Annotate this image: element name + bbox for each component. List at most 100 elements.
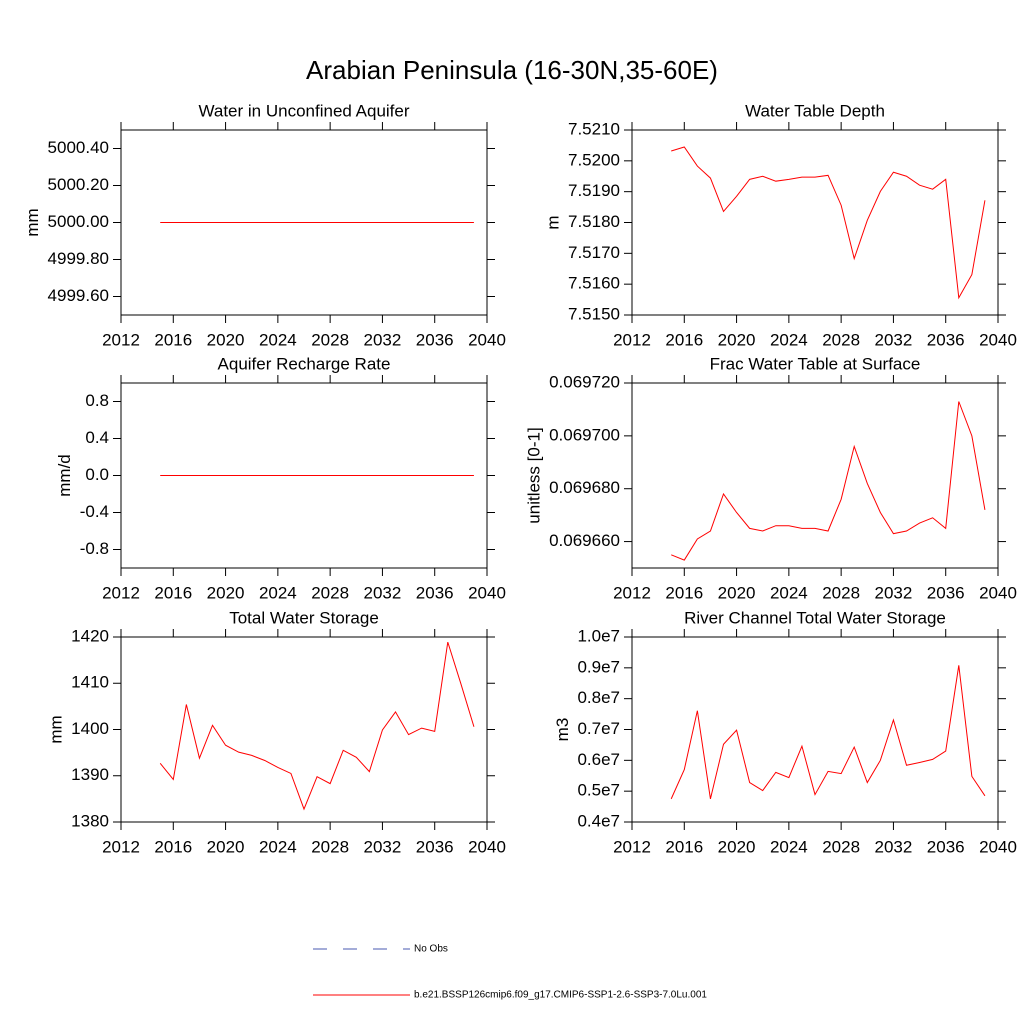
x-tick-label: 2016 [154, 837, 192, 856]
y-tick-label: 0.0 [85, 465, 109, 484]
x-tick-label: 2020 [718, 583, 756, 602]
x-tick-label: 2032 [875, 583, 913, 602]
panel: Water Table Depth 7.5150 7.5160 7.5170 7.518… [543, 101, 1016, 349]
y-tick-label: 0.069680 [549, 478, 620, 497]
x-tick-label: 2040 [979, 837, 1017, 856]
y-tick-label: 7.5190 [568, 181, 620, 200]
y-tick-label: -0.8 [80, 539, 109, 558]
x-tick-label: 2012 [102, 837, 140, 856]
x-tick-label: 2024 [259, 583, 297, 602]
y-tick-label: 0.5e7 [577, 781, 620, 800]
x-tick-label: 2036 [927, 583, 965, 602]
x-tick-label: 2024 [259, 330, 297, 349]
panel: River Channel Total Water Storage 0.4e7 0.… [553, 608, 1017, 856]
y-tick-label: 7.5200 [568, 150, 620, 169]
x-tick-label: 2040 [468, 330, 506, 349]
panel-title: Frac Water Table at Surface [710, 354, 921, 373]
panel: Water in Unconfined Aquifer 4999.60 4999.8… [23, 101, 506, 349]
y-axis-label: unitless [0-1] [525, 427, 544, 523]
x-tick-label: 2032 [364, 583, 402, 602]
x-tick-label: 2012 [613, 330, 651, 349]
x-tick-label: 2016 [665, 330, 703, 349]
panel: Frac Water Table at Surface 0.069660 0.069… [525, 354, 1017, 602]
x-tick-label: 2024 [259, 837, 297, 856]
x-tick-label: 2040 [979, 583, 1017, 602]
x-tick-label: 2036 [927, 837, 965, 856]
y-tick-label: 0.069720 [549, 372, 620, 391]
x-tick-label: 2028 [311, 837, 349, 856]
figure-title: Arabian Peninsula (16-30N,35-60E) [306, 55, 718, 85]
x-tick-label: 2020 [207, 837, 245, 856]
y-axis-label: mm [47, 715, 66, 743]
x-tick-label: 2036 [416, 583, 454, 602]
x-tick-label: 2040 [468, 837, 506, 856]
x-tick-label: 2016 [665, 837, 703, 856]
y-axis-label: m3 [553, 718, 572, 742]
y-axis-label: mm [23, 208, 42, 236]
plot-frame [631, 382, 999, 569]
y-axis-label: m [543, 215, 562, 229]
x-tick-label: 2024 [770, 330, 808, 349]
x-tick-label: 2036 [416, 330, 454, 349]
x-tick-label: 2016 [154, 330, 192, 349]
x-tick-label: 2040 [468, 583, 506, 602]
x-tick-label: 2020 [207, 583, 245, 602]
panel: Aquifer Recharge Rate -0.8 -0.4 0.0 0.4 0.8 20… [55, 354, 506, 602]
x-tick-label: 2016 [665, 583, 703, 602]
y-tick-label: 7.5180 [568, 212, 620, 231]
y-tick-label: -0.4 [80, 502, 109, 521]
x-tick-label: 2024 [770, 837, 808, 856]
legend-label: No Obs [414, 944, 448, 955]
x-tick-label: 2028 [822, 837, 860, 856]
x-tick-label: 2028 [311, 330, 349, 349]
data-line [671, 146, 986, 300]
y-tick-label: 5000.40 [48, 138, 109, 157]
y-tick-label: 0.4e7 [577, 811, 620, 830]
y-tick-label: 0.7e7 [577, 719, 620, 738]
y-axis-label: mm/d [55, 454, 74, 497]
x-tick-label: 2036 [416, 837, 454, 856]
y-tick-label: 0.069700 [549, 425, 620, 444]
y-tick-label: 7.5170 [568, 243, 620, 262]
y-tick-label: 0.4 [85, 428, 109, 447]
x-tick-label: 2020 [718, 837, 756, 856]
y-tick-label: 0.8e7 [577, 688, 620, 707]
data-line [159, 641, 475, 811]
x-tick-label: 2012 [102, 583, 140, 602]
y-tick-label: 4999.60 [48, 286, 109, 305]
x-tick-label: 2012 [102, 330, 140, 349]
x-tick-label: 2032 [364, 837, 402, 856]
x-tick-label: 2028 [311, 583, 349, 602]
y-tick-label: 1410 [71, 673, 109, 692]
panel-title: Water in Unconfined Aquifer [198, 101, 409, 120]
x-tick-label: 2020 [207, 330, 245, 349]
x-tick-label: 2032 [875, 837, 913, 856]
y-tick-label: 0.069660 [549, 531, 620, 550]
y-tick-label: 5000.20 [48, 175, 109, 194]
y-tick-label: 4999.80 [48, 249, 109, 268]
y-tick-label: 7.5160 [568, 274, 620, 293]
panel-title: River Channel Total Water Storage [684, 608, 946, 627]
x-tick-label: 2028 [822, 330, 860, 349]
y-tick-label: 0.6e7 [577, 750, 620, 769]
y-tick-label: 1390 [71, 765, 109, 784]
x-tick-label: 2012 [613, 583, 651, 602]
y-tick-label: 1420 [71, 626, 109, 645]
x-tick-label: 2032 [875, 330, 913, 349]
panel-title: Aquifer Recharge Rate [218, 354, 391, 373]
data-line [671, 401, 986, 561]
x-tick-label: 2032 [364, 330, 402, 349]
y-tick-label: 7.5150 [568, 304, 620, 323]
y-tick-label: 1400 [71, 719, 109, 738]
data-line [670, 665, 986, 800]
y-tick-label: 0.8 [85, 391, 109, 410]
y-tick-label: 5000.00 [48, 212, 109, 231]
panel-title: Total Water Storage [229, 608, 379, 627]
x-tick-label: 2024 [770, 583, 808, 602]
y-tick-label: 7.5210 [568, 119, 620, 138]
x-tick-label: 2028 [822, 583, 860, 602]
y-tick-label: 0.9e7 [577, 657, 620, 676]
legend-label: b.e21.BSSP126cmip6.f09_g17.CMIP6-SSP1-2.… [414, 990, 707, 1001]
